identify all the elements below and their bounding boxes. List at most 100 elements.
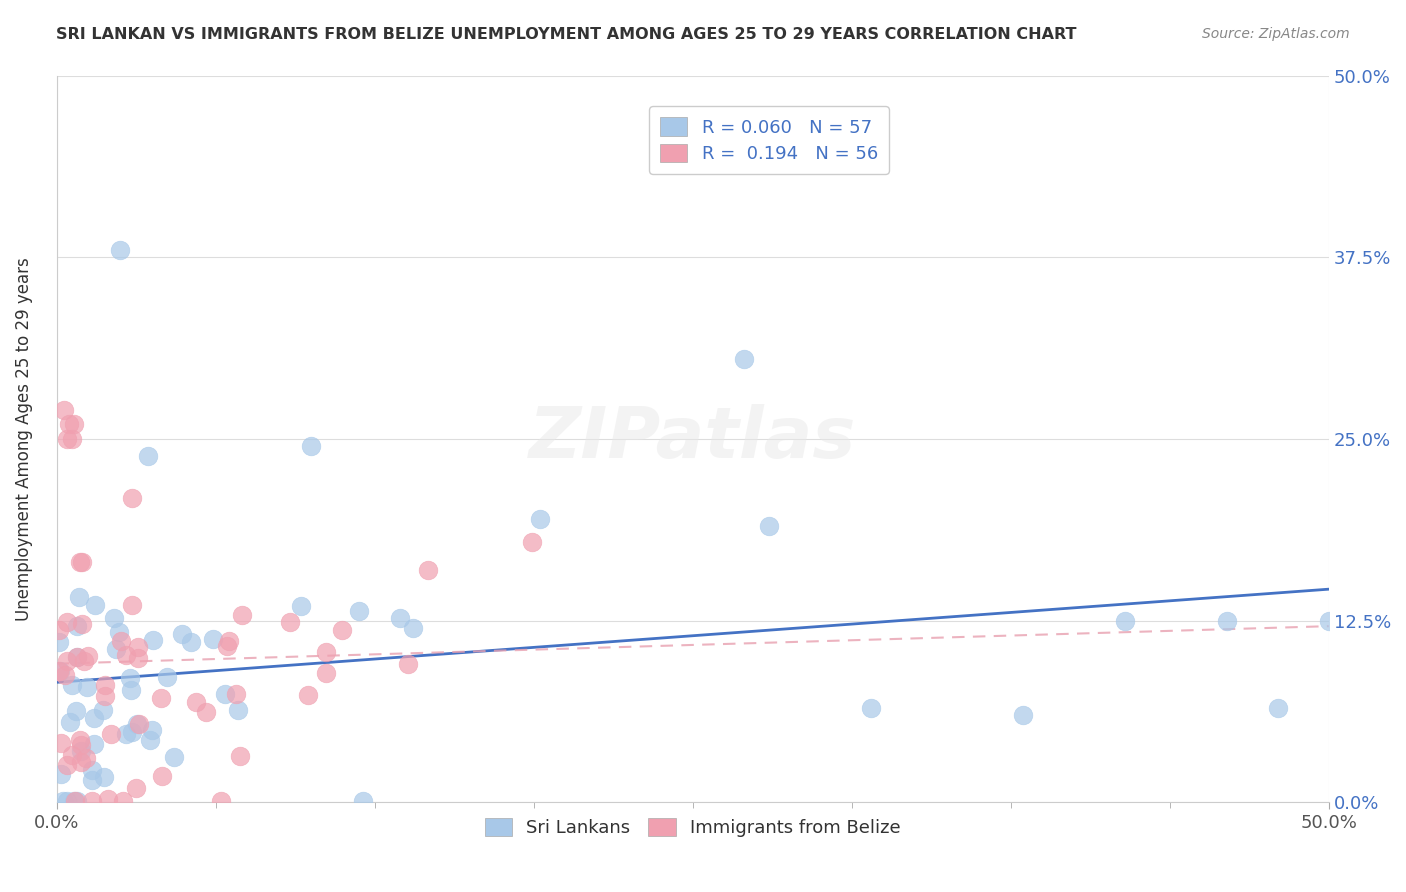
Point: [1317, 614, 1340, 628]
Point: [52, 794, 75, 808]
Point: [733, 351, 755, 366]
Point: [297, 689, 319, 703]
Point: [56, 615, 79, 629]
Point: [66, 650, 89, 665]
Point: [75, 751, 97, 765]
Point: [56, 758, 79, 772]
Text: Source: ZipAtlas.com: Source: ZipAtlas.com: [1202, 27, 1350, 41]
Point: [48, 665, 70, 679]
Point: [120, 682, 142, 697]
Point: [299, 439, 322, 453]
Point: [1216, 614, 1239, 628]
Point: [97, 792, 120, 806]
Point: [315, 665, 337, 680]
Point: [388, 611, 411, 625]
Point: [1114, 614, 1136, 628]
Point: [115, 648, 138, 662]
Point: [150, 769, 173, 783]
Point: [127, 640, 149, 654]
Point: [758, 519, 780, 533]
Point: [1267, 700, 1289, 714]
Point: [67, 591, 90, 605]
Point: [76, 648, 98, 663]
Point: [49, 735, 72, 749]
Point: [214, 687, 236, 701]
Point: [83, 737, 105, 751]
Point: [138, 733, 160, 747]
Point: [53, 668, 76, 682]
Point: [225, 688, 247, 702]
Point: [53, 402, 76, 417]
Point: [127, 651, 149, 665]
Point: [231, 608, 253, 623]
Point: [80, 764, 103, 778]
Point: [520, 534, 543, 549]
Point: [80, 794, 103, 808]
Legend: Sri Lankans, Immigrants from Belize: Sri Lankans, Immigrants from Belize: [478, 810, 908, 844]
Point: [69, 556, 91, 570]
Point: [94, 678, 117, 692]
Point: [70, 556, 93, 570]
Point: [217, 639, 239, 653]
Point: [63, 794, 86, 808]
Point: [315, 645, 337, 659]
Point: [104, 642, 127, 657]
Point: [62, 747, 84, 762]
Point: [202, 632, 225, 646]
Point: [83, 598, 105, 612]
Text: ZIPatlas: ZIPatlas: [529, 404, 856, 474]
Point: [529, 512, 551, 526]
Point: [121, 491, 143, 505]
Point: [70, 756, 93, 770]
Point: [51, 767, 73, 781]
Point: [170, 627, 193, 641]
Point: [100, 727, 122, 741]
Point: [195, 705, 218, 719]
Point: [48, 635, 70, 649]
Point: [416, 563, 439, 577]
Point: [330, 624, 353, 638]
Point: [65, 794, 87, 808]
Point: [402, 621, 425, 635]
Point: [93, 771, 115, 785]
Point: [80, 773, 103, 788]
Point: [60, 432, 83, 446]
Point: [103, 611, 125, 625]
Point: [142, 633, 165, 648]
Point: [186, 695, 208, 709]
Point: [156, 670, 179, 684]
Point: [66, 649, 89, 664]
Point: [349, 604, 371, 618]
Point: [121, 599, 143, 613]
Point: [66, 794, 89, 808]
Point: [111, 794, 134, 808]
Point: [58, 417, 80, 432]
Point: [180, 635, 202, 649]
Point: [49, 664, 72, 678]
Point: [278, 615, 301, 629]
Point: [73, 654, 96, 668]
Point: [91, 703, 114, 717]
Point: [1012, 708, 1035, 723]
Point: [59, 714, 82, 729]
Point: [63, 417, 86, 432]
Point: [209, 794, 232, 808]
Point: [163, 749, 186, 764]
Y-axis label: Unemployment Among Ages 25 to 29 years: Unemployment Among Ages 25 to 29 years: [15, 257, 32, 621]
Point: [352, 794, 374, 808]
Text: SRI LANKAN VS IMMIGRANTS FROM BELIZE UNEMPLOYMENT AMONG AGES 25 TO 29 YEARS CORR: SRI LANKAN VS IMMIGRANTS FROM BELIZE UNE…: [56, 27, 1077, 42]
Point: [83, 711, 105, 725]
Point: [107, 625, 129, 640]
Point: [55, 655, 77, 669]
Point: [149, 691, 172, 706]
Point: [125, 781, 148, 796]
Point: [56, 794, 79, 808]
Point: [120, 671, 142, 685]
Point: [859, 700, 882, 714]
Point: [229, 749, 252, 764]
Point: [76, 680, 98, 694]
Point: [121, 725, 143, 739]
Point: [60, 678, 83, 692]
Point: [69, 739, 91, 753]
Point: [396, 657, 419, 671]
